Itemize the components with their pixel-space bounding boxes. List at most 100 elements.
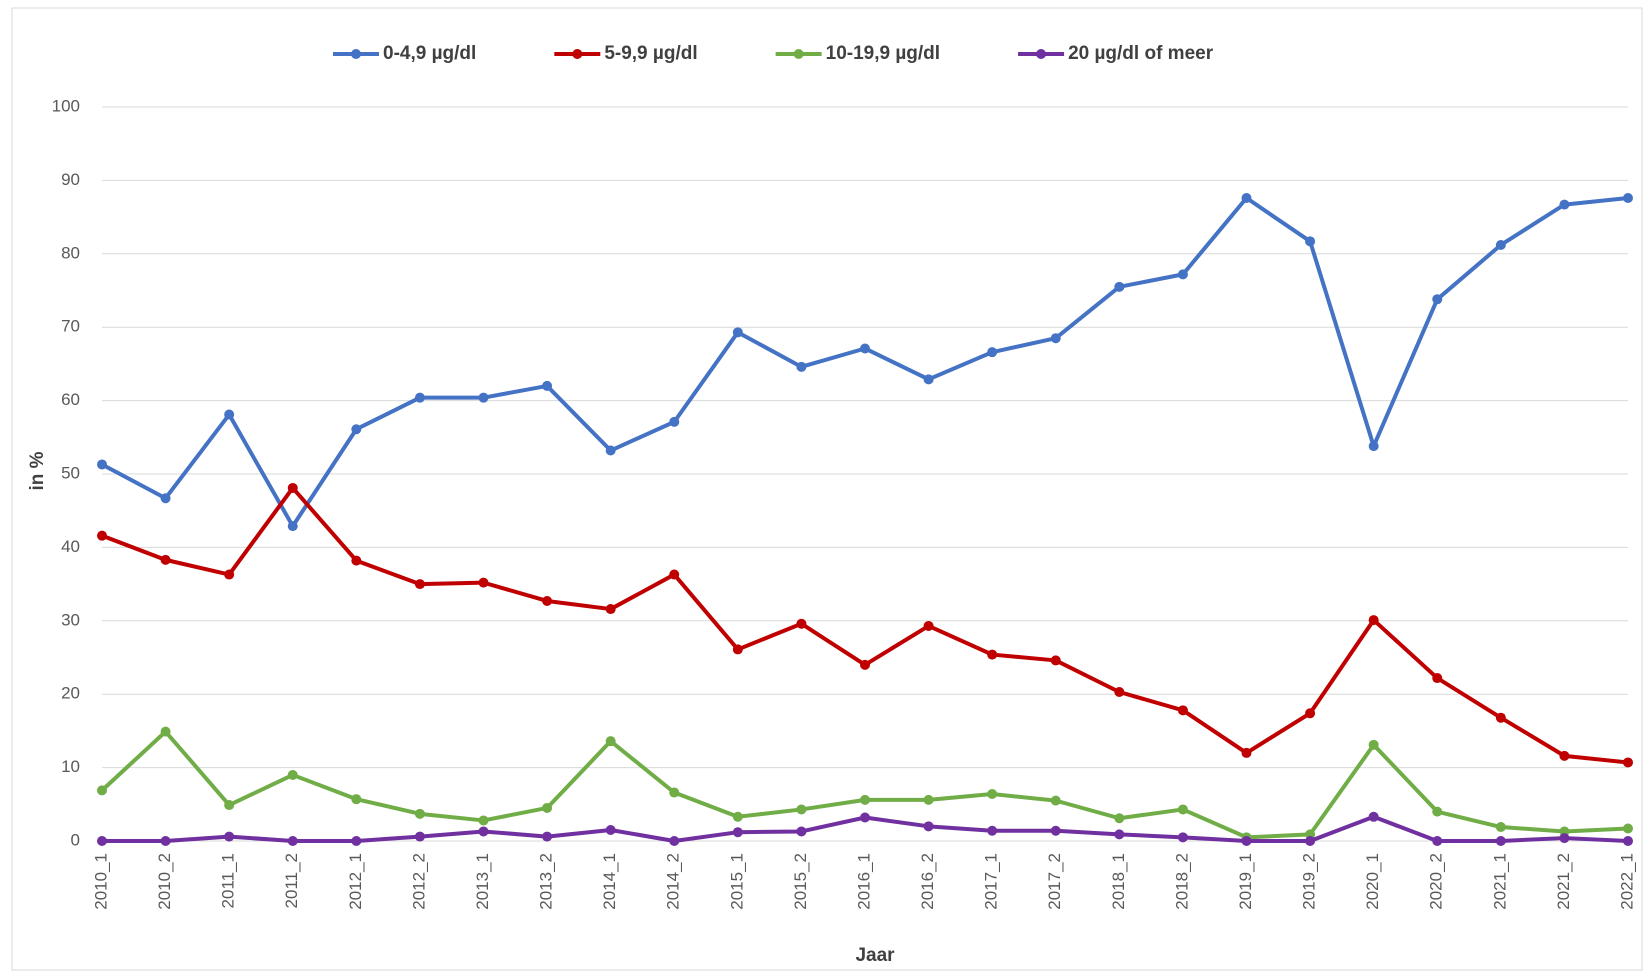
x-tick-label: 2015_2 bbox=[791, 853, 810, 910]
x-tick-label: 2018_1 bbox=[1109, 853, 1128, 910]
point bbox=[160, 493, 171, 504]
point bbox=[351, 794, 362, 805]
point bbox=[605, 736, 616, 747]
point bbox=[923, 374, 934, 385]
point bbox=[478, 826, 489, 837]
point bbox=[860, 659, 870, 670]
point bbox=[160, 726, 171, 737]
point bbox=[1241, 836, 1252, 846]
point bbox=[669, 787, 680, 798]
point bbox=[1177, 804, 1188, 815]
point bbox=[1114, 686, 1125, 697]
point bbox=[796, 826, 807, 837]
x-tick-label: 2011_1 bbox=[219, 853, 238, 908]
point bbox=[1241, 193, 1252, 204]
point bbox=[796, 618, 807, 629]
point bbox=[1177, 705, 1188, 716]
point bbox=[414, 808, 425, 819]
point bbox=[605, 604, 616, 615]
point bbox=[224, 800, 235, 811]
point bbox=[1495, 822, 1506, 833]
point bbox=[542, 595, 553, 606]
x-tick-label: 2016_1 bbox=[854, 853, 873, 910]
point bbox=[97, 459, 107, 470]
point bbox=[97, 785, 107, 796]
y-tick-label: 10 bbox=[61, 757, 80, 776]
y-tick-label: 100 bbox=[52, 96, 80, 115]
point bbox=[414, 579, 425, 590]
point bbox=[478, 577, 489, 588]
x-tick-label: 2013_2 bbox=[537, 853, 556, 910]
point bbox=[1432, 294, 1443, 305]
point bbox=[287, 482, 298, 493]
legend-label: 20 µg/dl of meer bbox=[1068, 43, 1214, 64]
point bbox=[732, 644, 743, 655]
y-tick-label: 80 bbox=[61, 243, 80, 262]
y-tick-label: 90 bbox=[61, 170, 80, 189]
point bbox=[160, 554, 171, 565]
point bbox=[987, 649, 998, 660]
x-tick-label: 2016_2 bbox=[918, 853, 937, 910]
point bbox=[1368, 739, 1379, 750]
point bbox=[987, 789, 998, 800]
point bbox=[1177, 832, 1188, 843]
point bbox=[1177, 269, 1188, 280]
y-tick-label: 20 bbox=[61, 684, 80, 703]
x-tick-label: 2017_2 bbox=[1045, 853, 1064, 910]
x-tick-label: 2013_1 bbox=[473, 853, 492, 910]
point bbox=[1623, 836, 1633, 846]
y-tick-label: 0 bbox=[71, 830, 80, 849]
point bbox=[1432, 806, 1443, 817]
point bbox=[414, 392, 425, 403]
x-tick-label: 2011_2 bbox=[282, 853, 301, 908]
x-tick-label: 2020_1 bbox=[1363, 853, 1382, 910]
point bbox=[923, 794, 934, 805]
point bbox=[1305, 236, 1316, 247]
point bbox=[224, 569, 235, 580]
y-tick-label: 40 bbox=[61, 537, 80, 556]
x-axis-title: Jaar bbox=[855, 945, 895, 966]
point bbox=[97, 836, 107, 846]
x-tick-label: 2014_2 bbox=[664, 853, 683, 910]
point bbox=[1432, 673, 1443, 684]
point bbox=[1241, 747, 1252, 758]
y-tick-label: 70 bbox=[61, 317, 80, 336]
y-tick-label: 30 bbox=[61, 610, 80, 629]
point bbox=[351, 555, 362, 566]
point bbox=[796, 804, 807, 815]
legend-label: 5-9,9 µg/dl bbox=[604, 43, 697, 64]
point bbox=[160, 836, 171, 846]
x-tick-label: 2010_2 bbox=[155, 853, 174, 910]
x-tick-label: 2021_2 bbox=[1554, 853, 1573, 910]
point bbox=[351, 836, 362, 846]
point bbox=[1305, 708, 1316, 719]
x-tick-label: 2020_2 bbox=[1427, 853, 1446, 910]
point bbox=[987, 347, 998, 358]
point bbox=[1623, 757, 1633, 768]
x-tick-label: 2010_1 bbox=[91, 853, 110, 910]
point bbox=[732, 327, 743, 338]
point bbox=[1114, 281, 1125, 292]
x-tick-label: 2021_1 bbox=[1490, 853, 1509, 910]
y-tick-label: 50 bbox=[61, 463, 80, 482]
point bbox=[669, 416, 680, 427]
point bbox=[669, 836, 680, 846]
chart-border bbox=[11, 7, 1643, 971]
x-tick-label: 2012_2 bbox=[409, 853, 428, 910]
point bbox=[1495, 712, 1506, 723]
point bbox=[796, 361, 807, 372]
legend-marker bbox=[793, 49, 804, 59]
point bbox=[1050, 655, 1061, 666]
x-tick-label: 2019_2 bbox=[1300, 853, 1319, 910]
legend-label: 0-4,9 µg/dl bbox=[383, 43, 476, 64]
point bbox=[1050, 795, 1061, 806]
x-tick-label: 2022_1 bbox=[1617, 853, 1636, 910]
point bbox=[287, 521, 298, 532]
point bbox=[478, 815, 489, 826]
point bbox=[923, 821, 934, 832]
point bbox=[478, 392, 489, 403]
point bbox=[669, 569, 680, 580]
point bbox=[542, 802, 553, 813]
point bbox=[1432, 836, 1443, 846]
point bbox=[1368, 811, 1379, 822]
